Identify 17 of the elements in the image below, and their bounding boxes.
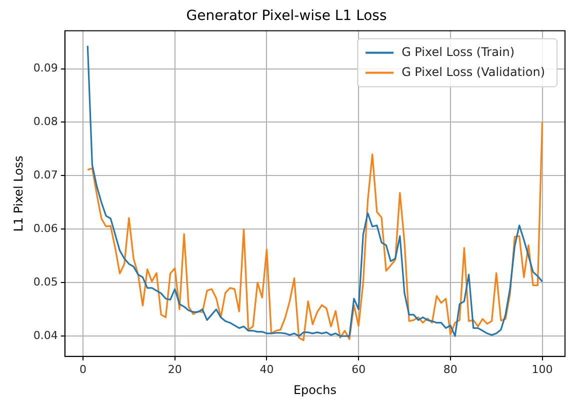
legend-label: G Pixel Loss (Train) xyxy=(402,44,515,59)
x-tick-label: 20 xyxy=(168,362,182,376)
x-tick-label: 100 xyxy=(532,362,553,376)
y-tick-label: 0.09 xyxy=(33,62,58,75)
x-tick-label: 60 xyxy=(352,362,366,376)
y-tick-label: 0.06 xyxy=(33,222,58,236)
x-tick-label: 40 xyxy=(260,362,274,376)
x-tick-label: 80 xyxy=(443,362,458,376)
y-axis-title: L1 Pixel Loss xyxy=(11,156,26,232)
y-tick-label: 0.04 xyxy=(33,328,58,342)
x-tick-label: 0 xyxy=(80,362,87,376)
legend-label: G Pixel Loss (Validation) xyxy=(402,64,545,79)
y-tick-label: 0.05 xyxy=(33,275,58,288)
y-tick-label: 0.08 xyxy=(33,115,58,128)
y-tick-label: 0.07 xyxy=(33,168,58,182)
chart-title: Generator Pixel-wise L1 Loss xyxy=(186,8,387,24)
x-axis-title: Epochs xyxy=(293,382,336,397)
